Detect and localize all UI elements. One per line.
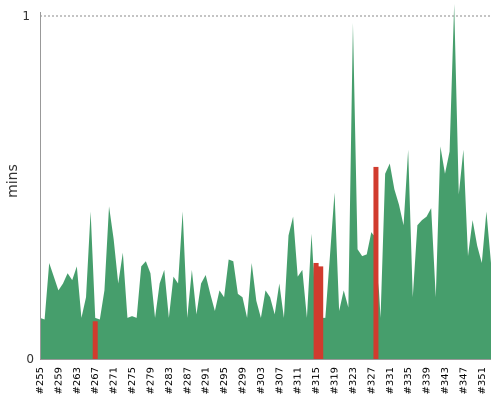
x-tick-label: #291 — [201, 367, 212, 394]
failed-build-bar[interactable] — [373, 166, 379, 359]
x-tick-label: #327 — [366, 367, 377, 394]
x-tick-label: #295 — [219, 367, 230, 394]
x-tick-label: #267 — [90, 367, 101, 394]
x-tick-label: #255 — [35, 367, 46, 394]
x-tick-label: #319 — [330, 367, 341, 394]
x-tick-label: #315 — [311, 367, 322, 394]
failed-build-bar[interactable] — [92, 321, 98, 359]
x-tick-label: #323 — [348, 367, 359, 394]
y-axis-label: mins — [5, 164, 21, 198]
failed-build-bar[interactable] — [313, 262, 319, 359]
success-duration-area — [40, 4, 491, 359]
x-tick-label: #331 — [385, 367, 396, 394]
x-tick-labels: #255 #259 #263 #267 #271 #275 #279 #283 #287 #291… — [35, 367, 488, 394]
x-tick-label: #299 — [237, 367, 248, 394]
plot-area — [40, 4, 491, 359]
x-tick-label: #283 — [164, 367, 175, 394]
x-tick-label: #275 — [127, 367, 138, 394]
failed-build-bar[interactable] — [318, 266, 324, 359]
x-tick-label: #351 — [477, 367, 488, 394]
x-tick-label: #259 — [53, 367, 64, 394]
x-tick-label: #287 — [182, 367, 193, 394]
x-tick-label: #335 — [403, 367, 414, 394]
x-tick-label: #347 — [458, 367, 469, 394]
x-tick-label: #303 — [256, 367, 267, 394]
y-tick-label-max: 1 — [22, 9, 30, 23]
x-tick-label: #343 — [440, 367, 451, 394]
x-tick-label: #307 — [274, 367, 285, 394]
x-tick-label: #311 — [293, 367, 304, 394]
x-tick-label: #279 — [145, 367, 156, 394]
x-tick-label: #263 — [72, 367, 83, 394]
x-tick-label: #339 — [422, 367, 433, 394]
x-tick-label: #271 — [109, 367, 120, 394]
y-tick-label-zero: 0 — [26, 352, 34, 366]
